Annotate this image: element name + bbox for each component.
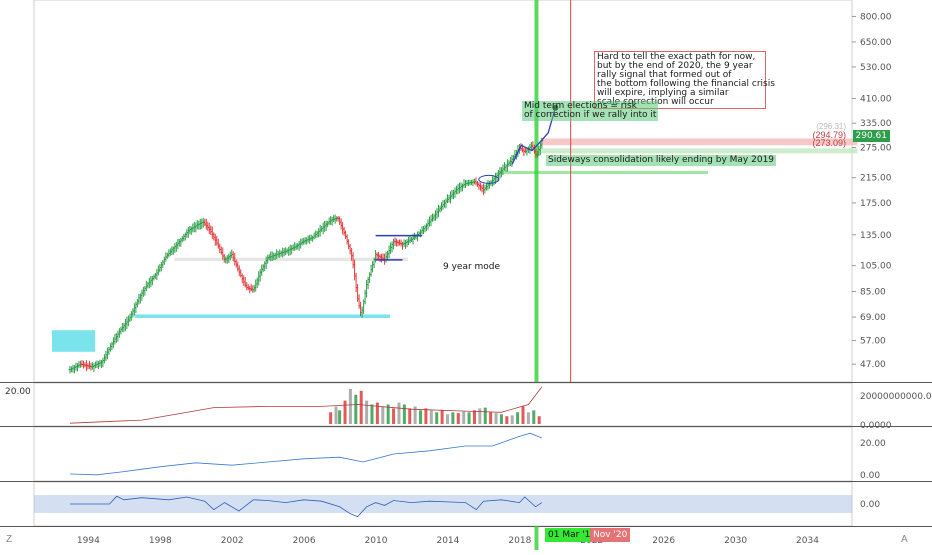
indicator1-y-tick: 0.00: [860, 471, 880, 481]
y-tick-label: 175.00: [860, 199, 892, 209]
indicator2-band: [34, 495, 852, 513]
volume-bar: [505, 416, 509, 424]
volume-bar: [419, 410, 423, 424]
volume-bar: [467, 412, 471, 424]
volume-bar: [537, 416, 541, 424]
support-zone: [174, 257, 408, 261]
volume-bar: [375, 402, 379, 424]
y-tick-label: 650.00: [860, 38, 892, 48]
a-button[interactable]: A: [901, 534, 908, 545]
volume-bar: [489, 412, 493, 424]
y-tick-label: 800.00: [860, 12, 892, 22]
volume-bar: [429, 410, 433, 424]
volume-bar: [435, 412, 439, 424]
volume-bar: [338, 410, 342, 424]
volume-ma-line: [69, 386, 543, 424]
date-tag-mar19: 01 Mar '19: [545, 528, 600, 542]
support-zone: [134, 314, 390, 318]
volume-bar: [440, 410, 444, 424]
volume-bar: [494, 413, 498, 424]
annotation-2020-correction: Hard to tell the exact path for now, but…: [594, 51, 775, 109]
annotation-midterm-elections: Mid term elections = risk of correction …: [522, 101, 659, 121]
y-tick-label: 135.00: [860, 231, 892, 241]
volume-bar: [334, 406, 338, 424]
volume-bar: [354, 394, 358, 424]
volume-y-top: 20000000000.0000: [860, 392, 932, 402]
support-zone: [51, 330, 96, 352]
x-tick-label: 2026: [652, 536, 675, 546]
volume-bar: [365, 400, 369, 424]
volume-bar: [397, 402, 401, 424]
indicator1-line: [69, 432, 543, 476]
y-tick-label: 57.00: [860, 337, 886, 347]
volume-bar: [370, 404, 374, 424]
volume-bar: [478, 408, 482, 424]
volume-bar: [532, 410, 536, 424]
volume-bar: [445, 414, 449, 424]
y-tick-label: 410.00: [860, 94, 892, 104]
volume-bar: [343, 400, 347, 424]
level-label-296: (296.31): [816, 122, 846, 131]
volume-bar: [408, 408, 412, 424]
volume-bar: [329, 412, 333, 424]
y-tick-label: 69.00: [860, 313, 886, 323]
indicator2-line: [70, 495, 543, 518]
x-tick-label: 2010: [365, 536, 388, 546]
annotation-sideways-consolidation: Sideways consolidation likely ending by …: [546, 155, 777, 166]
volume-bar: [381, 406, 385, 424]
volume-bar: [386, 404, 390, 424]
indicator2-y-tick: 0.00: [860, 500, 880, 510]
volume-left-label: 20.00: [5, 387, 31, 397]
level-label-273: (273.09): [812, 138, 846, 148]
x-tick-label: 1998: [149, 536, 172, 546]
support-zone: [540, 138, 858, 146]
x-tick-label: 2014: [436, 536, 459, 546]
y-tick-label: 105.00: [860, 262, 892, 272]
projection-path: [511, 107, 557, 165]
volume-bar: [521, 406, 525, 424]
volume-y-bottom: 0.0000: [860, 421, 892, 431]
y-tick-label: 47.00: [860, 360, 886, 370]
y-tick-label: 275.00: [860, 143, 892, 153]
support-zone: [497, 170, 709, 174]
x-tick-label: 2034: [796, 536, 819, 546]
volume-bar: [348, 388, 352, 424]
volume-bar: [451, 412, 455, 424]
volume-bar: [483, 407, 487, 424]
y-tick-label: 85.00: [860, 288, 886, 298]
volume-bar: [499, 414, 503, 424]
volume-bar: [359, 390, 363, 424]
volume-bar: [526, 412, 530, 424]
x-tick-label: 2002: [221, 536, 244, 546]
annotation-9-year-mode: 9 year mode: [440, 262, 504, 273]
volume-bar: [516, 412, 520, 424]
y-tick-label: 335.00: [860, 119, 892, 129]
x-tick-label: 2006: [293, 536, 316, 546]
y-tick-label: 215.00: [860, 174, 892, 184]
date-tag-nov20: Nov '20: [590, 528, 631, 542]
volume-bar: [456, 413, 460, 424]
volume-bar: [402, 404, 406, 424]
consolidation-ellipse: [478, 174, 500, 184]
support-zone: [540, 148, 858, 154]
x-tick-label: 1994: [77, 536, 100, 546]
last-price-tag: 290.61: [852, 130, 890, 142]
volume-bar: [462, 411, 466, 424]
x-tick-label: 2030: [724, 536, 747, 546]
indicator1-y-tick: 20.00: [860, 439, 886, 449]
volume-bar: [424, 408, 428, 424]
indicator1-panel-frame: [33, 426, 853, 482]
volume-bar: [510, 415, 514, 424]
level-label-294: (294.79): [812, 130, 846, 140]
volume-bar: [413, 406, 417, 424]
volume-bar: [392, 408, 396, 424]
x-tick-label: 2018: [508, 536, 531, 546]
volume-bar: [472, 410, 476, 424]
y-tick-label: 530.00: [860, 63, 892, 73]
z-button[interactable]: Z: [6, 534, 13, 545]
